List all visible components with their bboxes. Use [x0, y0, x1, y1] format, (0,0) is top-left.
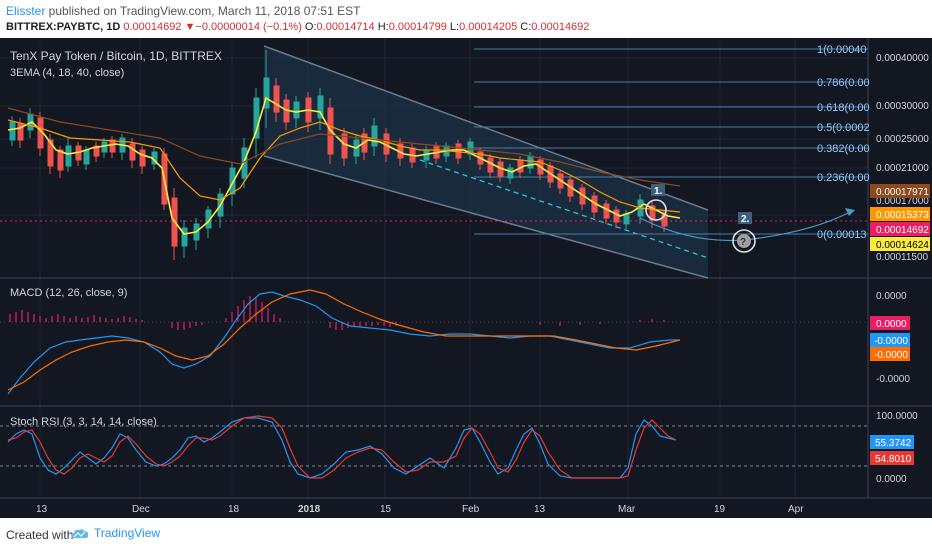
channel-upper-line[interactable]: [263, 45, 709, 211]
fib-level-0618: 0.618(0.00: [817, 102, 870, 114]
price-change: ▼−0.00000014 (−0.1%): [184, 21, 302, 33]
ohlc-line: BITTREX:PAYBTC, 1D 0.00014692 ▼−0.000000…: [6, 21, 589, 33]
publish-info: published on TradingView.com, March 11, …: [45, 4, 361, 18]
fib-level-1: 1(0.00040: [817, 44, 867, 56]
fib-level-0236: 0.236(0.00: [817, 172, 870, 184]
time-tick: 19: [714, 504, 726, 515]
support-dashed-line[interactable]: [419, 159, 709, 259]
tradingview-cloud-icon: [71, 529, 89, 538]
marker-2-label: 2.: [741, 214, 750, 225]
publish-line: Elisster published on TradingView.com, M…: [6, 4, 360, 18]
author-link[interactable]: Elisster: [6, 4, 46, 18]
time-tick: 15: [380, 504, 392, 515]
time-tick: Apr: [788, 504, 804, 515]
stoch-tick: 0.0000: [876, 474, 907, 485]
fib-level-0786: 0.786(0.00: [817, 77, 870, 89]
price-tick: 0.00011500: [876, 252, 929, 263]
ema-indicator-label[interactable]: 3EMA (4, 18, 40, close): [10, 67, 124, 79]
ema-mid-badge-text: 0.00015373: [876, 210, 929, 221]
ema-mid-badge: [870, 207, 930, 221]
time-tick-year: 2018: [298, 504, 321, 515]
price-tick: 0.00021000: [876, 163, 929, 174]
last-price-badge-text: 0.00014692: [876, 225, 929, 236]
price-tick: 0.00030000: [876, 101, 929, 112]
price-tick: 0.00025000: [876, 134, 929, 145]
fib-level-05: 0.5(0.0002: [817, 122, 870, 134]
created-with-label: Created with: [6, 528, 74, 542]
last-price: 0.00014692: [123, 21, 182, 33]
macd-signal-badge-text: -0.0000: [874, 350, 908, 361]
ema-mid-line: [7, 119, 681, 213]
channel-lower-line[interactable]: [263, 155, 709, 279]
stoch-d-line: [7, 415, 677, 479]
high-label: H:: [377, 21, 389, 33]
macd-line-badge: [870, 333, 910, 347]
ema-fast-badge-text: 0.00014624: [876, 240, 929, 251]
marker-1-label: 1.: [654, 186, 663, 197]
macd-histogram: [9, 296, 665, 330]
chart-header: Elisster published on TradingView.com, M…: [0, 0, 932, 38]
projection-curve[interactable]: [639, 211, 851, 242]
question-mark: ?: [740, 237, 746, 248]
time-tick: Feb: [462, 504, 480, 515]
time-tick: 18: [228, 504, 240, 515]
stoch-d-badge: [870, 451, 914, 465]
stoch-k-badge-text: 55.3742: [875, 438, 912, 449]
macd-signal-line: [7, 289, 681, 391]
stoch-d-badge-text: 54.8010: [875, 454, 912, 465]
macd-title[interactable]: MACD (12, 26, close, 9): [10, 287, 127, 299]
marker-1-box[interactable]: [651, 184, 665, 196]
tradingview-brand[interactable]: TradingView: [94, 526, 161, 540]
macd-hist-badge: [870, 316, 910, 330]
macd-line: [7, 291, 680, 395]
time-tick: 13: [534, 504, 546, 515]
close-label: C:: [520, 21, 532, 33]
ema-slow-line: [7, 107, 681, 187]
low-label: L:: [449, 21, 460, 33]
main-title: TenX Pay Token / Bitcoin, 1D, BITTREX: [10, 49, 222, 63]
time-tick: Dec: [132, 504, 150, 515]
ema-fast-line: [7, 96, 681, 235]
projection-arrowhead: [845, 208, 855, 216]
price-tick: 0.00040000: [876, 53, 929, 64]
macd-line-badge-text: -0.0000: [874, 336, 908, 347]
ema-slow-badge: [870, 184, 930, 198]
chart-svg[interactable]: 1(0.00040 0.786(0.00 0.618(0.00 0.5(0.00…: [0, 38, 932, 518]
fib-level-0: 0(0.00013: [817, 229, 867, 241]
low-value: 0.00014205: [459, 21, 518, 33]
question-circle[interactable]: [732, 229, 756, 253]
close-value: 0.00014692: [531, 21, 590, 33]
ema-slow-badge-text: 0.00017971: [876, 187, 929, 198]
stoch-tick: 100.0000: [876, 411, 918, 422]
open-value: 0.00014714: [316, 21, 375, 33]
marker-2-box[interactable]: [738, 212, 752, 224]
time-tick: 13: [36, 504, 48, 515]
question-icon: [737, 234, 751, 248]
symbol-label: BITTREX:PAYBTC, 1D: [6, 21, 121, 33]
stoch-k-badge: [870, 435, 914, 449]
fib-level-0382: 0.382(0.00: [817, 143, 870, 155]
chart-area[interactable]: 1(0.00040 0.786(0.00 0.618(0.00 0.5(0.00…: [0, 38, 932, 518]
price-tick: 0.00017000: [876, 196, 929, 207]
macd-hist-badge-text: 0.0000: [876, 319, 907, 330]
ema-fast-badge: [870, 237, 930, 251]
footer: Created with TradingView: [0, 518, 932, 550]
high-value: 0.00014799: [388, 21, 447, 33]
channel-fill: [264, 46, 708, 278]
macd-tick: 0.0000: [876, 291, 907, 302]
stoch-title[interactable]: Stoch RSI (3, 3, 14, 14, close): [10, 416, 157, 428]
time-tick: Mar: [618, 504, 636, 515]
macd-signal-badge: [870, 347, 910, 361]
last-price-badge: [870, 222, 930, 236]
macd-tick: -0.0000: [876, 374, 910, 385]
marker-1-circle[interactable]: [645, 199, 667, 221]
open-label: O:: [304, 21, 317, 33]
